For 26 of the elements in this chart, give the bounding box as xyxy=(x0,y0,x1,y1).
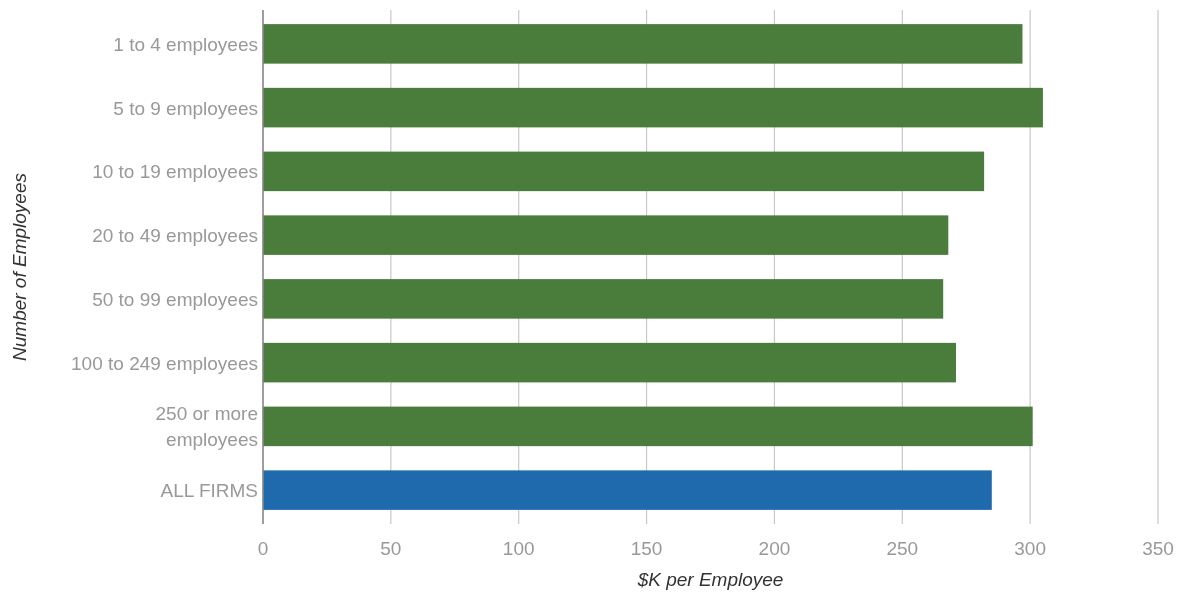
y-tick-label: ALL FIRMS xyxy=(160,479,258,501)
x-tick-label: 100 xyxy=(502,538,535,559)
x-tick-label: 50 xyxy=(380,538,402,559)
bar xyxy=(263,24,1023,64)
y-tick-label: 100 to 249 employees xyxy=(71,352,258,374)
x-tick-label: 150 xyxy=(630,538,663,559)
x-tick-label: 200 xyxy=(758,538,791,559)
y-tick-label: 20 to 49 employees xyxy=(92,224,258,246)
x-axis-title: $K per Employee xyxy=(636,569,784,590)
x-tick-label: 250 xyxy=(886,538,919,559)
bar xyxy=(263,279,944,319)
bar xyxy=(263,151,985,192)
bar xyxy=(263,406,1033,447)
y-tick-label: 5 to 9 employees xyxy=(113,97,258,119)
y-tick-label: 10 to 19 employees xyxy=(92,160,258,182)
x-tick-label: 0 xyxy=(257,538,269,559)
y-tick-label: 50 to 99 employees xyxy=(92,288,258,310)
bar xyxy=(263,470,992,510)
y-tick-label: 250 or more employees xyxy=(155,402,258,450)
bar xyxy=(263,342,956,383)
y-tick-label: 1 to 4 employees xyxy=(113,33,258,55)
bar xyxy=(263,87,1043,128)
bar xyxy=(263,215,949,255)
y-axis-title: Number of Employees xyxy=(9,172,30,361)
x-tick-label: 300 xyxy=(1014,538,1046,559)
x-tick-label: 350 xyxy=(1142,538,1174,559)
